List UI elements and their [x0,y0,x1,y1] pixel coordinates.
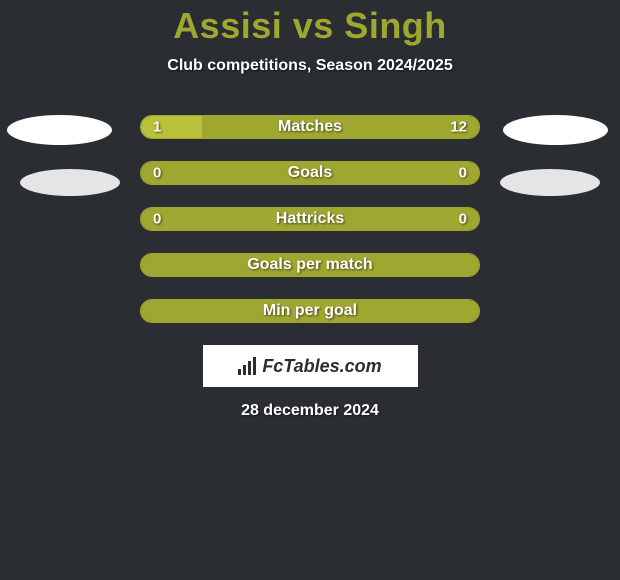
logo-text: FcTables.com [262,356,381,377]
stat-value-right: 12 [450,119,467,136]
stat-label: Min per goal [263,302,357,320]
comparison-widget: Assisi vs Singh Club competitions, Seaso… [0,0,620,420]
stat-label: Goals [288,164,332,182]
team-left-avatar-placeholder [7,115,112,145]
stat-label: Matches [278,118,342,136]
subtitle: Club competitions, Season 2024/2025 [0,57,620,75]
stat-value-right: 0 [459,165,467,182]
stat-label: Hattricks [276,210,344,228]
team-right-avatar-placeholder [503,115,608,145]
stats-area: Matches 1 12 Goals 0 0 Hattricks 0 0 Goals per ma… [0,115,620,323]
page-title: Assisi vs Singh [0,5,620,47]
stat-value-left: 0 [153,165,161,182]
stat-value-right: 0 [459,211,467,228]
stat-label: Goals per match [247,256,372,274]
date-label: 28 december 2024 [0,402,620,420]
team-left-shadow [20,169,120,196]
stat-bar: Goals per match [140,253,480,277]
team-right-shadow [500,169,600,196]
bars-container: Matches 1 12 Goals 0 0 Hattricks 0 0 Goals per ma… [0,115,620,323]
stat-value-left: 1 [153,119,161,136]
stat-bar: Matches 1 12 [140,115,480,139]
stat-value-left: 0 [153,211,161,228]
source-logo[interactable]: FcTables.com [203,345,418,387]
chart-icon [238,357,256,375]
stat-bar: Hattricks 0 0 [140,207,480,231]
stat-bar: Goals 0 0 [140,161,480,185]
stat-bar: Min per goal [140,299,480,323]
